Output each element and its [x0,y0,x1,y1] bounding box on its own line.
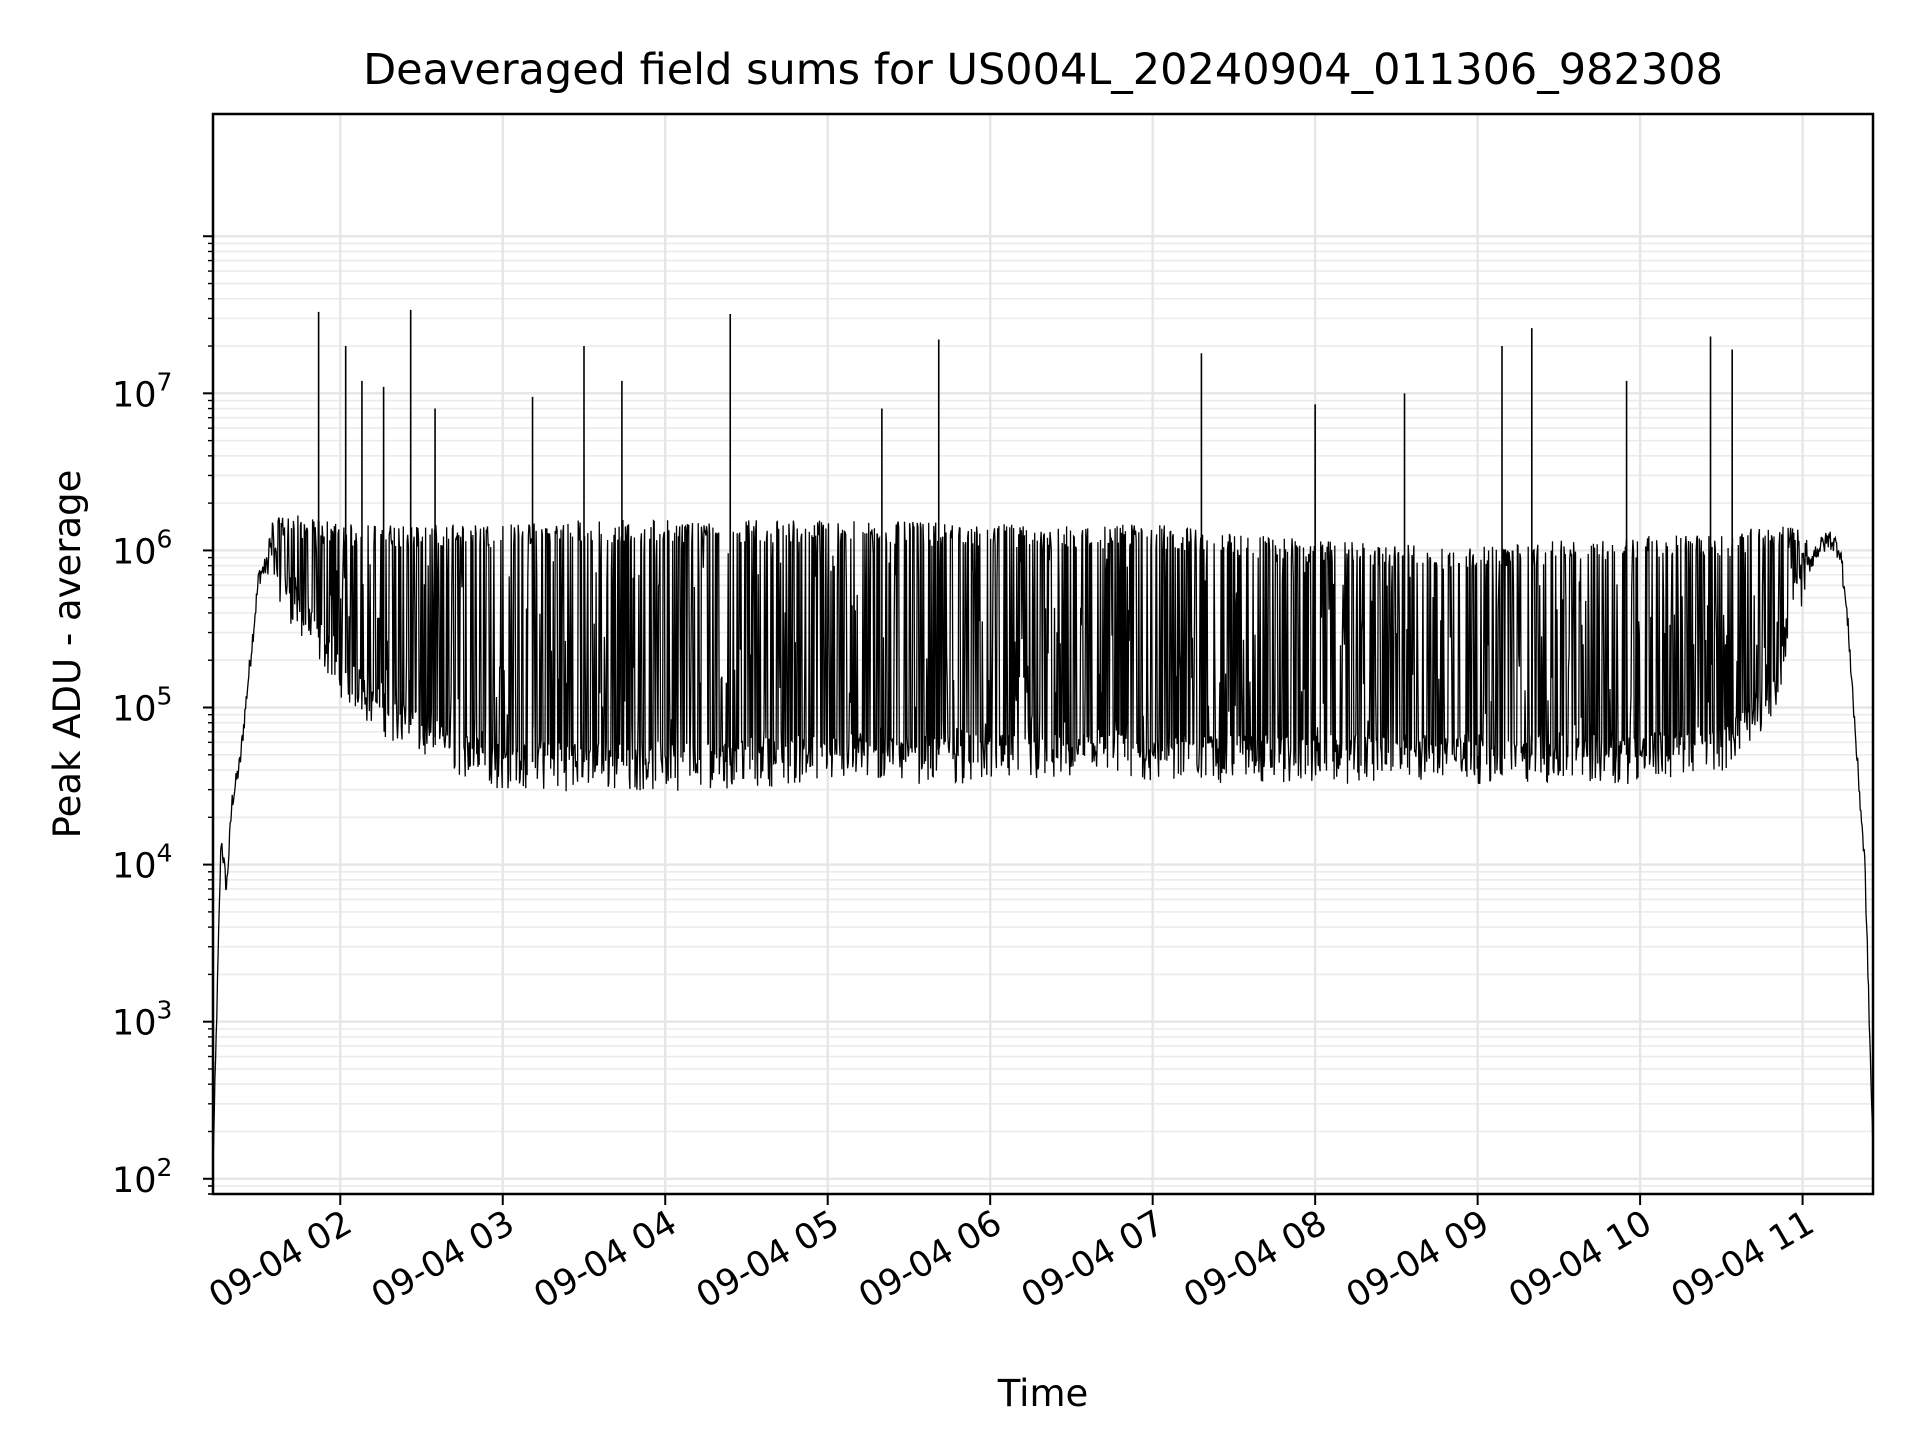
series-layer [213,309,1873,1164]
y-tick-label: 106 [112,524,172,572]
y-tick-label: 104 [112,839,172,887]
y-tick-label: 102 [112,1153,172,1201]
data-line [213,515,1873,1164]
y-ticks: 102 103 104 105 106 107 [112,235,213,1201]
y-tick-label: 103 [112,996,172,1044]
chart-title: Deaveraged field sums for US004L_2024090… [363,45,1723,95]
x-axis-label: Time [997,1372,1089,1415]
y-axis-label: Peak ADU - average [46,470,89,839]
plot-frame [211,112,1875,1196]
y-tick-label: 107 [112,367,172,415]
y-tick-label: 105 [112,682,172,730]
